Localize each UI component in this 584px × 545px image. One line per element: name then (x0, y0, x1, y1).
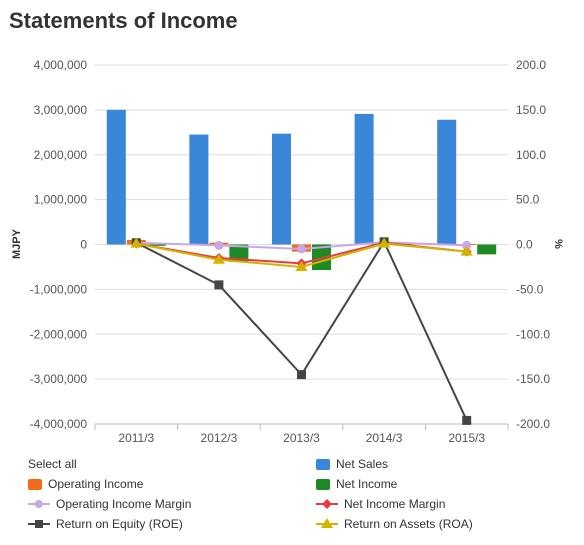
bar-net-income (312, 244, 331, 271)
x-tick-label: 2011/3 (118, 431, 154, 445)
point-return-on-assets-roa (130, 237, 143, 248)
legend-label: Operating Income Margin (56, 497, 192, 511)
legend-marker-circle-icon (28, 500, 50, 508)
legend-item-roe[interactable]: Return on Equity (ROE) (28, 517, 183, 531)
bar-net-sales (354, 113, 374, 245)
point-return-on-assets-roa (295, 260, 308, 271)
legend-item-net-sales[interactable]: Net Sales (316, 457, 388, 471)
legend-item-roa[interactable]: Return on Assets (ROA) (316, 517, 473, 531)
left-axis-title: MJPY (11, 228, 23, 259)
legend-item-net-income[interactable]: Net Income (316, 477, 397, 491)
point-operating-income-margin (462, 240, 472, 250)
left-tick-label: 3,000,000 (34, 103, 88, 117)
point-return-on-equity-roe (462, 415, 472, 425)
right-tick-label: -50.0 (516, 282, 544, 296)
legend-label: Net Sales (336, 457, 389, 471)
point-operating-income-margin (297, 244, 306, 254)
left-tick-label: 4,000,000 (34, 58, 88, 72)
page-title: Statements of Income (9, 8, 238, 33)
bar-net-income (229, 244, 249, 263)
legend-label: Operating Income (48, 477, 144, 491)
bar-net-income (146, 244, 166, 246)
bar-net-sales (437, 119, 457, 245)
left-tick-label: -2,000,000 (30, 327, 88, 341)
point-return-on-equity-roe (297, 370, 306, 380)
right-tick-label: -150.0 (516, 372, 550, 386)
right-tick-label: 100.0 (516, 148, 546, 162)
right-tick-label: 50.0 (516, 193, 540, 207)
left-tick-label: -4,000,000 (30, 417, 88, 431)
x-tick-label: 2012/3 (201, 431, 238, 445)
left-tick-label: 1,000,000 (34, 193, 88, 207)
left-tick-label: 2,000,000 (34, 148, 88, 162)
left-tick-label: -3,000,000 (30, 372, 88, 386)
right-tick-label: 0.0 (516, 238, 533, 252)
bar-net-sales (272, 133, 291, 245)
legend-marker-square-icon (28, 520, 50, 528)
bar-net-income (477, 244, 497, 255)
lines-layer (130, 237, 473, 425)
legend-marker-square-swatch-icon (316, 478, 330, 490)
legend-marker-diamond-icon (316, 499, 338, 509)
x-tick-label: 2013/3 (283, 431, 320, 445)
right-axis-title: % (552, 239, 564, 249)
legend-label: Return on Equity (ROE) (56, 517, 183, 531)
right-tick-label: -100.0 (516, 327, 550, 341)
legend-marker-square-swatch-icon (316, 458, 330, 470)
x-axis: 2011/3 2012/3 2013/3 2014/3 2015/3 (94, 424, 509, 445)
legend-marker-square-swatch-icon (28, 478, 42, 490)
legend-label: Net Income Margin (344, 497, 446, 511)
x-tick-label: 2014/3 (366, 431, 403, 445)
left-axis: 4,000,000 3,000,000 2,000,000 1,000,000 0 -1,… (30, 58, 88, 431)
point-return-on-assets-roa (378, 237, 391, 248)
legend-marker-triangle-icon (316, 518, 338, 528)
legend-item-operating-income[interactable]: Operating Income (28, 477, 143, 491)
right-tick-label: -200.0 (516, 417, 550, 431)
point-operating-income-margin (214, 240, 224, 250)
x-tick-label: 2015/3 (448, 431, 485, 445)
legend-label: Return on Assets (ROA) (344, 517, 473, 531)
bar-net-sales (106, 109, 126, 245)
left-tick-label: 0 (80, 238, 87, 252)
grid-layer (95, 64, 508, 425)
point-return-on-assets-roa (460, 245, 473, 256)
legend-item-operating-income-margin[interactable]: Operating Income Margin (28, 497, 191, 511)
right-tick-label: 200.0 (516, 58, 546, 72)
right-tick-label: 150.0 (516, 103, 546, 117)
point-return-on-assets-roa (212, 253, 225, 264)
point-return-on-equity-roe (214, 280, 224, 290)
legend-item-net-income-margin[interactable]: Net Income Margin (316, 497, 445, 511)
right-axis: 200.0 150.0 100.0 50.0 0.0 -50.0 -100.0 -150.0 -… (516, 58, 550, 431)
bar-net-sales (189, 134, 209, 245)
legend-label: Net Income (336, 477, 398, 491)
left-tick-label: -1,000,000 (30, 282, 88, 296)
